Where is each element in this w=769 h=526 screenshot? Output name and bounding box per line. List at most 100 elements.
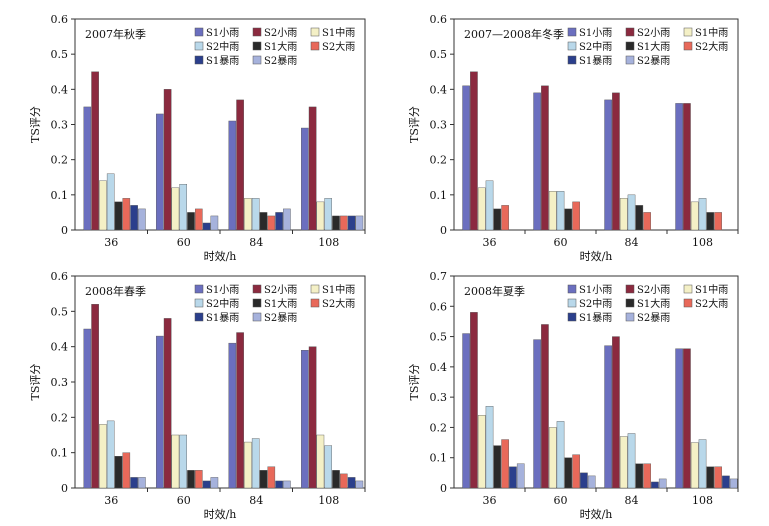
y-tick-label: 0.1 bbox=[51, 189, 69, 202]
bar-S1中雨-84 bbox=[244, 441, 252, 489]
y-axis-title: TS评分 bbox=[408, 106, 421, 143]
y-tick-label: 0.3 bbox=[51, 119, 69, 132]
bar-S2大雨-84 bbox=[267, 466, 276, 489]
x-tick-label: 108 bbox=[318, 494, 339, 507]
panel-2: 0 0.1 0.2 0.3 0.4 0.5 0.6 TS评分 36 60 84 108 时效/h 2008… bbox=[29, 270, 366, 521]
legend-swatch bbox=[567, 55, 577, 65]
bar-S2中雨-84 bbox=[251, 198, 260, 231]
bar-S1中雨-36 bbox=[477, 187, 486, 231]
legend-swatch bbox=[194, 312, 204, 322]
bar-S2小雨-60 bbox=[541, 85, 549, 231]
bar-S1小雨-108 bbox=[675, 103, 683, 231]
legend-swatch bbox=[625, 298, 635, 308]
bar-S2暴雨-60 bbox=[210, 477, 219, 489]
panel-title: 2008年夏季 bbox=[464, 284, 525, 298]
y-tick-label: 0 bbox=[61, 482, 68, 495]
bar-S2中雨-36 bbox=[485, 180, 494, 231]
legend-swatch bbox=[310, 41, 320, 51]
legend-swatch bbox=[194, 284, 204, 294]
bar-S1中雨-108 bbox=[690, 201, 699, 231]
bar-S1暴雨-84 bbox=[275, 480, 283, 489]
bar-S1小雨-36 bbox=[83, 106, 92, 231]
x-tick-label: 36 bbox=[104, 494, 118, 507]
bar-S2大雨-108 bbox=[714, 466, 722, 489]
legend-entry: S2暴雨 bbox=[637, 312, 670, 324]
bar-S2小雨-36 bbox=[470, 71, 478, 231]
y-tick-label: 0 bbox=[440, 224, 447, 237]
bar-S1暴雨-36 bbox=[130, 205, 138, 231]
legend-entry: S1中雨 bbox=[695, 26, 728, 39]
bar-S2中雨-108 bbox=[324, 445, 333, 489]
legend-swatch bbox=[625, 284, 635, 294]
panel-3: 0 0.1 0.2 0.3 0.4 0.5 0.6 0.7 TS评分 36 60 84 108 时效/h 2… bbox=[408, 270, 739, 521]
legend-swatch bbox=[567, 298, 577, 308]
bar-S1中雨-84 bbox=[619, 436, 628, 489]
bar-S1大雨-36 bbox=[114, 201, 123, 231]
bar-S1大雨-84 bbox=[259, 212, 268, 231]
legend-entry: S1暴雨 bbox=[206, 55, 239, 67]
legend-entry: S1中雨 bbox=[322, 26, 355, 39]
bar-S1中雨-60 bbox=[548, 427, 557, 489]
bar-S1小雨-60 bbox=[533, 339, 541, 489]
bar-S2大雨-108 bbox=[340, 473, 348, 489]
y-tick-label: 0.6 bbox=[51, 270, 69, 283]
bar-S2中雨-84 bbox=[251, 438, 260, 489]
y-tick-label: 0.1 bbox=[430, 189, 448, 202]
legend-entry: S2暴雨 bbox=[264, 55, 297, 67]
y-tick-label: 0.2 bbox=[51, 154, 69, 167]
y-tick-label: 0.1 bbox=[430, 452, 448, 465]
legend-swatch bbox=[625, 27, 635, 37]
legend-entry: S2大雨 bbox=[322, 297, 355, 310]
bar-S2小雨-84 bbox=[612, 336, 620, 489]
bar-S1大雨-108 bbox=[706, 212, 715, 231]
bar-S1中雨-108 bbox=[690, 442, 699, 489]
y-tick-label: 0.4 bbox=[430, 83, 448, 96]
bar-S2小雨-108 bbox=[683, 103, 691, 231]
legend-entry: S1大雨 bbox=[637, 40, 670, 53]
bar-S1中雨-60 bbox=[548, 191, 557, 231]
bar-S1大雨-36 bbox=[114, 456, 123, 489]
bar-S1暴雨-60 bbox=[202, 222, 211, 231]
bar-S2中雨-108 bbox=[698, 198, 707, 231]
legend-entry: S2小雨 bbox=[637, 284, 670, 296]
legend-swatch bbox=[625, 312, 635, 322]
bar-S2暴雨-60 bbox=[210, 215, 219, 231]
x-tick-label: 108 bbox=[692, 236, 713, 249]
legend-entry: S2中雨 bbox=[206, 40, 239, 53]
y-tick-label: 0.4 bbox=[51, 341, 69, 354]
bar-S1中雨-108 bbox=[316, 434, 325, 489]
legend-swatch bbox=[683, 27, 693, 37]
legend-entry: S1小雨 bbox=[206, 27, 239, 39]
bar-S2大雨-84 bbox=[643, 463, 651, 489]
bar-S2中雨-84 bbox=[627, 433, 636, 489]
bar-S2大雨-60 bbox=[194, 470, 203, 489]
bar-S1小雨-36 bbox=[462, 85, 470, 231]
legend-entry: S1小雨 bbox=[579, 284, 612, 296]
y-tick-label: 0.3 bbox=[430, 391, 448, 404]
bar-S1暴雨-108 bbox=[722, 475, 730, 489]
bar-S2小雨-108 bbox=[308, 346, 317, 489]
bar-S1小雨-108 bbox=[675, 348, 683, 489]
bar-S2小雨-60 bbox=[541, 324, 549, 489]
bar-S1小雨-84 bbox=[604, 99, 612, 231]
bar-S2小雨-108 bbox=[683, 348, 691, 489]
legend-entry: S1中雨 bbox=[322, 283, 355, 296]
bar-S1小雨-60 bbox=[155, 113, 164, 231]
y-tick-label: 0 bbox=[61, 224, 68, 237]
panel-title: 2008年春季 bbox=[85, 284, 146, 298]
panel-1: 0 0.1 0.2 0.3 0.4 0.5 0.6 TS评分 36 60 84 108 时效/h 2007… bbox=[408, 13, 739, 263]
y-tick-label: 0.6 bbox=[430, 13, 448, 26]
bar-S2大雨-60 bbox=[572, 454, 580, 489]
legend-entry: S1大雨 bbox=[637, 297, 670, 310]
bar-S2暴雨-84 bbox=[658, 478, 667, 489]
panel-title: 2007—2008年冬季 bbox=[464, 27, 564, 41]
bar-S2小雨-36 bbox=[91, 304, 99, 489]
bar-S1中雨-60 bbox=[171, 187, 180, 231]
x-tick-label: 84 bbox=[249, 494, 263, 507]
legend-swatch bbox=[683, 298, 693, 308]
bar-S2小雨-60 bbox=[163, 89, 172, 231]
bar-S2大雨-36 bbox=[122, 198, 131, 231]
legend-entry: S2大雨 bbox=[695, 40, 728, 53]
legend-entry: S2暴雨 bbox=[637, 55, 670, 67]
y-tick-label: 0.5 bbox=[51, 48, 69, 61]
